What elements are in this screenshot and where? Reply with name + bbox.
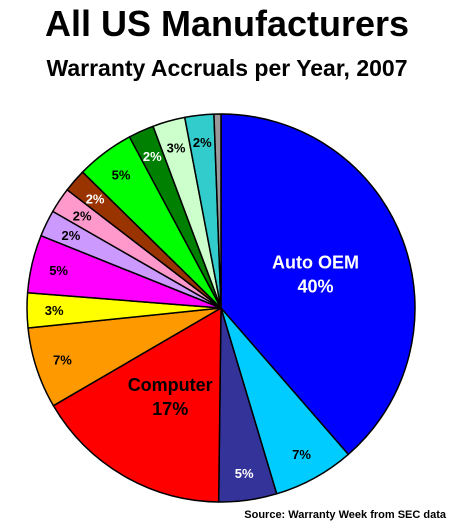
slice-value-label: 5%	[112, 168, 131, 183]
slice-value-label: 2%	[143, 149, 162, 164]
slice-value-label: 7%	[292, 447, 311, 462]
chart-title: All US Manufacturers	[44, 3, 410, 44]
slice-value-label: 2%	[193, 135, 212, 150]
slice-value-label: 3%	[167, 140, 186, 155]
slice-category-label: Auto OEM	[272, 253, 359, 273]
pie-slice-1	[220, 113, 416, 456]
pie-labels: Auto OEM40%7%5%Computer17%7%3%5%2%2%2%5%…	[45, 135, 359, 481]
slice-value-label: 3%	[45, 303, 64, 318]
slice-value-label: 2%	[62, 228, 81, 243]
slice-value-label: 2%	[86, 192, 105, 207]
source-note: Source: Warranty Week from SEC data	[244, 509, 446, 521]
pie-slices	[26, 113, 416, 503]
slice-value-label: 2%	[73, 208, 92, 223]
slice-category-label: Computer	[128, 375, 213, 395]
slice-value-label: 7%	[53, 353, 72, 368]
slice-value-label: 40%	[297, 277, 333, 297]
chart-subtitle: Warranty Accruals per Year, 2007	[46, 55, 408, 81]
pie-slice-15	[213, 113, 222, 309]
pie-slice-4	[52, 307, 222, 503]
slice-value-label: 5%	[235, 466, 254, 481]
slice-value-label: 5%	[49, 263, 68, 278]
slice-value-label: 17%	[152, 399, 188, 419]
